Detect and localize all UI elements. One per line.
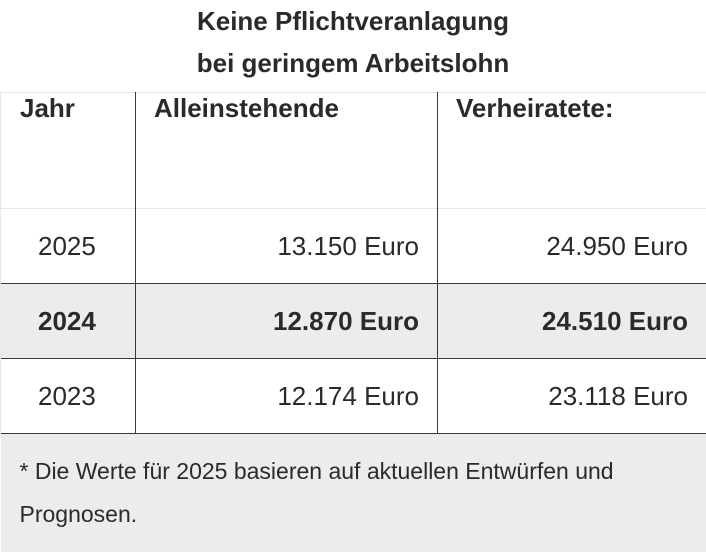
- footnote-row: * Die Werte für 2025 basieren auf aktuel…: [0, 433, 706, 552]
- cell-married: 24.510 Euro: [437, 283, 706, 359]
- cell-single: 12.174 Euro: [135, 358, 438, 434]
- table-row-2024: 2024 12.870 Euro 24.510 Euro: [0, 283, 706, 359]
- cell-year: 2024: [0, 283, 136, 359]
- income-threshold-table: Jahr Alleinstehende Verheiratete: 2025 1…: [0, 92, 706, 552]
- header-single: Alleinstehende: [135, 92, 438, 209]
- cell-single: 12.870 Euro: [135, 283, 438, 359]
- table-row-2023: 2023 12.174 Euro 23.118 Euro: [0, 358, 706, 434]
- table-caption: Keine Pflichtveranlagung bei geringem Ar…: [0, 0, 706, 84]
- cell-married: 23.118 Euro: [437, 358, 706, 434]
- cell-married: 24.950 Euro: [437, 208, 706, 284]
- table-header-row: Jahr Alleinstehende Verheiratete:: [0, 92, 706, 209]
- cell-single: 13.150 Euro: [135, 208, 438, 284]
- cell-year: 2023: [0, 358, 136, 434]
- footnote-text: * Die Werte für 2025 basieren auf aktuel…: [0, 433, 706, 552]
- table-row-2025: 2025 13.150 Euro 24.950 Euro: [0, 208, 706, 284]
- header-married: Verheiratete:: [437, 92, 706, 209]
- caption-line-2: bei geringem Arbeitslohn: [196, 48, 510, 78]
- caption-line-1: Keine Pflichtveranlagung: [196, 6, 510, 36]
- header-year: Jahr: [0, 92, 136, 209]
- cell-year: 2025: [0, 208, 136, 284]
